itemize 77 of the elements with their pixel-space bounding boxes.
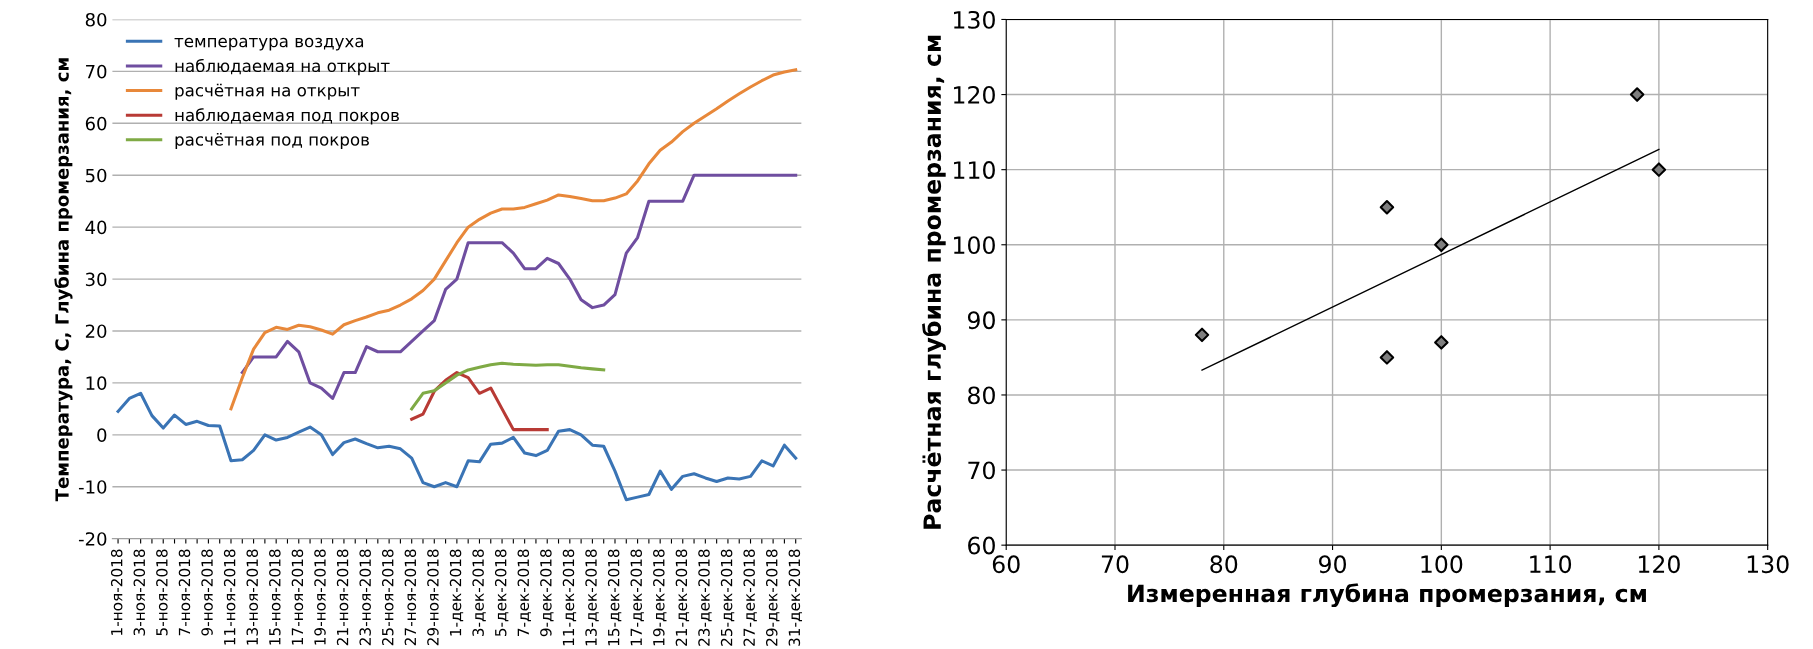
y-tick-label: 130 [954,10,995,29]
legend-label: расчётная под покров [175,132,369,150]
x-tick-label: 15-ноя-2018 [269,549,281,645]
x-tick-label: 27-дек-2018 [743,549,757,646]
y-tick-label: 30 [85,272,107,287]
line-series [116,391,798,502]
point [1651,162,1667,177]
x-tick-label: 11-ноя-2018 [223,549,236,645]
x-tick-label: 13-ноя-2018 [246,549,259,645]
point [1629,87,1645,102]
y-tick-label: 60 [968,536,995,555]
x-tick-label: 31-дек-2018 [788,549,803,646]
x-tick-label: 5-дек-2018 [494,549,509,637]
y-tick-label: 120 [954,86,995,104]
point [1434,237,1449,253]
x-tick-label: 15-дек-2018 [607,549,622,646]
x-tick-label: 25-ноя-2018 [381,549,394,646]
x-tick-label: 130 [1747,555,1789,574]
point [1379,199,1395,215]
x-tick-label: 29-ноя-2018 [427,549,439,646]
x-tick-label: 23-дек-2018 [698,549,712,646]
point [1379,350,1395,365]
x-tick-label: 3-ноя-2018 [133,549,146,636]
x-tick-label: 80 [1210,555,1238,574]
y-tick-label: 110 [954,161,995,179]
legend-label: температура воздуха [174,37,364,51]
x-tick-label: 19-дек-2018 [653,549,667,646]
y-tick-label: 20 [85,324,107,339]
x-tick-label: 110 [1530,555,1572,574]
x-tick-label: 9-ноя-2018 [201,549,213,636]
x-tick-label: 7-ноя-2018 [178,549,191,636]
x-tick-label: 25-дек-2018 [720,549,735,646]
point [1194,327,1210,343]
x-tick-label: 120 [1638,555,1680,574]
line-series [410,371,549,432]
x-tick-label: 23-ноя-2018 [359,549,371,646]
y-axis-title: Температура, С, Глубина промерзания, см [54,58,73,502]
y-axis-title: Расчётная глубина промерзания, см [922,35,946,529]
x-tick-label: 27-ноя-2018 [404,549,417,646]
y-tick-label: 40 [85,220,107,235]
x-tick-label: 5-ноя-2018 [156,549,168,636]
y-tick-label: 80 [85,12,107,27]
y-tick-label: 70 [968,461,995,480]
x-tick-label: 11-дек-2018 [562,549,577,646]
legend-label: наблюдаемая на открыт [175,58,390,76]
y-tick-label: 90 [967,311,995,330]
x-tick-label: 29-дек-2018 [765,549,780,646]
point [1434,335,1449,350]
y-tick-label: 70 [86,64,107,79]
x-tick-label: 3-дек-2018 [472,549,486,637]
y-tick-label: 100 [954,236,995,255]
x-tick-label: 17-ноя-2018 [291,549,304,645]
legend-label: расчётная на открыт [175,83,360,100]
y-tick-label: -10 [78,480,107,494]
y-tick-label: 80 [968,386,995,405]
y-tick-label: 10 [86,376,107,391]
line-series [410,361,606,411]
x-tick-label: 13-дек-2018 [585,549,599,646]
x-tick-label: 7-дек-2018 [517,549,531,636]
y-tick-label: 0 [97,428,107,442]
y-tick-label: -20 [78,532,107,546]
legend-label: наблюдаемая под покров [175,108,399,125]
x-tick-label: 100 [1421,555,1463,574]
x-tick-label: 60 [992,555,1020,574]
y-tick-label: 60 [85,116,107,131]
x-tick-label: 1-дек-2018 [449,549,464,636]
x-axis-title: Измеренная глубина промерзания, см [1128,583,1646,608]
x-tick-label: 70 [1101,555,1129,574]
x-tick-label: 21-дек-2018 [675,549,690,646]
line-series [240,173,798,401]
x-tick-label: 17-дек-2018 [630,549,644,646]
x-tick-label: 9-дек-2018 [540,549,554,637]
y-tick-label: 50 [85,168,107,183]
x-tick-label: 21-ноя-2018 [336,549,349,646]
x-tick-label: 19-ноя-2018 [314,549,326,645]
x-tick-label: 90 [1319,555,1347,574]
x-tick-label: 1-ноя-2018 [110,549,123,635]
